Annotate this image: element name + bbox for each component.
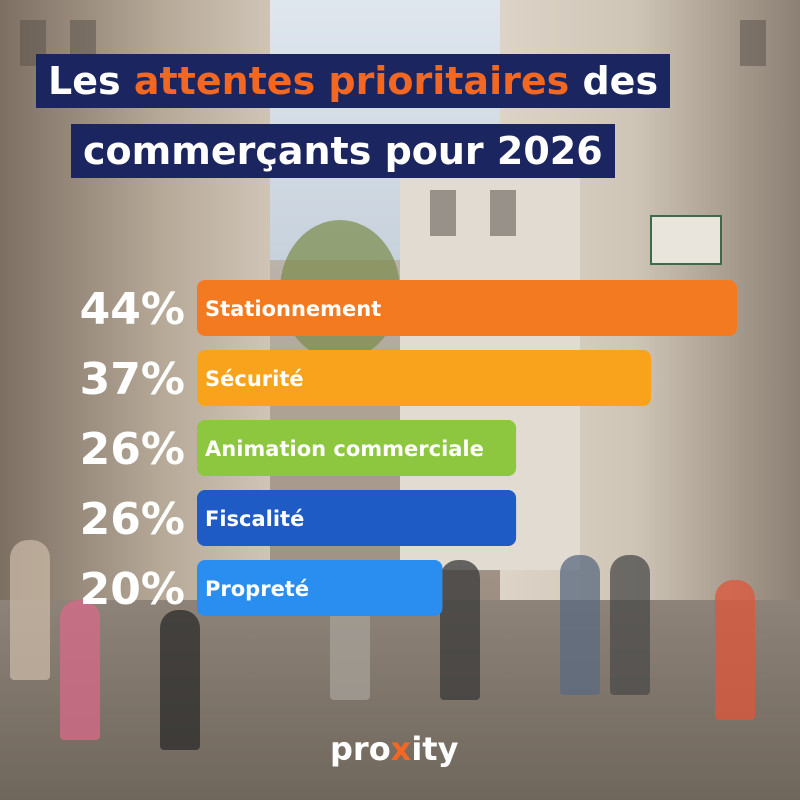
title-line-1: Les attentes prioritaires des [36, 54, 671, 108]
pedestrian [160, 610, 200, 750]
title-part-1: Les [48, 59, 134, 103]
proxity-logo: proxity [330, 730, 458, 768]
bar-1 [197, 280, 737, 336]
bar-label-3: Animation commerciale [205, 437, 484, 461]
pedestrian [10, 540, 50, 680]
title-part-2: des [569, 59, 659, 103]
title-line-2: commerçants pour 2026 [71, 124, 615, 178]
bar-label-4: Fiscalité [205, 507, 304, 531]
bar-label-1: Stationnement [205, 297, 381, 321]
bar-3 [197, 420, 517, 476]
pedestrian [440, 560, 480, 700]
logo-text-post: ity [411, 730, 459, 768]
pedestrian [715, 580, 755, 720]
bar-5 [197, 560, 443, 616]
value-label-2: 37% [80, 354, 185, 405]
value-label-3: 26% [80, 424, 185, 475]
bar-2 [197, 350, 652, 406]
pedestrian [610, 555, 650, 695]
value-label-5: 20% [80, 564, 185, 615]
window [490, 190, 516, 236]
bar-label-5: Propreté [205, 577, 309, 601]
value-label-1: 44% [80, 284, 185, 335]
optician-sign [650, 215, 722, 265]
window [740, 20, 766, 66]
logo-text-pre: pro [330, 730, 391, 768]
window [430, 190, 456, 236]
pedestrian [60, 600, 100, 740]
bar-label-2: Sécurité [205, 367, 304, 391]
pedestrian [560, 555, 600, 695]
title-highlight: attentes prioritaires [133, 59, 570, 103]
value-label-4: 26% [80, 494, 185, 545]
street [0, 600, 800, 800]
logo-text-x: x [390, 730, 412, 768]
bar-4 [197, 490, 517, 546]
